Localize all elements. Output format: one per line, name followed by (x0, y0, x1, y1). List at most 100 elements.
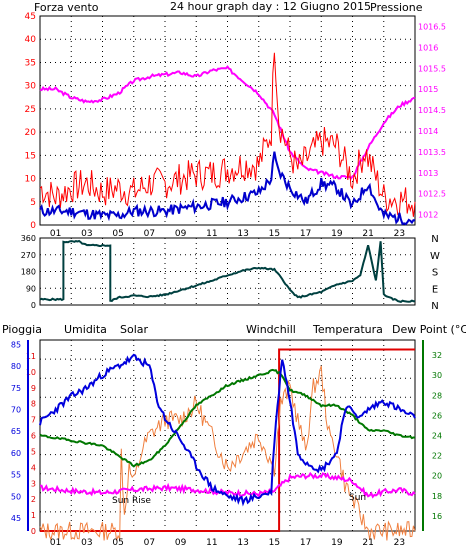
y-right-tick-pressure: 1015.5 (418, 64, 446, 73)
wind-speed-line (39, 151, 416, 226)
y-tick-humidity: 60 (11, 449, 21, 458)
legend-umidita: Umidita (64, 323, 107, 336)
y-tick-temperature: 22 (432, 452, 442, 461)
y-tick-temperature: 32 (432, 351, 442, 360)
y-left-tick-wind: 20 (25, 128, 37, 138)
y-tick-humidity: 80 (11, 362, 21, 371)
y-tick-rain: 2 (31, 495, 36, 504)
y-right-tick-pressure: 1012.5 (418, 190, 446, 199)
y-left-tick-wind: 15 (25, 151, 36, 161)
y-tick-temperature: 16 (432, 512, 442, 521)
x-tick-label: 05 (112, 538, 123, 548)
dewpoint-line (40, 471, 416, 499)
y-tick-direction: 90 (26, 284, 36, 293)
y-tick-direction: 180 (21, 268, 36, 277)
y-right-tick-pressure: 1016.5 (418, 22, 446, 31)
x-tick-label: 07 (144, 538, 155, 548)
y-tick-temperature: 18 (432, 492, 442, 501)
x-tick-label: 15 (269, 229, 280, 239)
x-tick-label: 11 (206, 229, 217, 239)
y-right-tick-pressure: 1013.5 (418, 148, 446, 157)
y-tick-compass: N (431, 301, 438, 312)
y-right-tick-pressure: 1015 (418, 85, 438, 94)
title-pressure: Pressione (370, 1, 423, 14)
y-tick-rain: 5 (31, 447, 36, 456)
y-tick-humidity: 70 (11, 405, 21, 414)
x-tick-label: 19 (331, 538, 343, 548)
legend-pioggia: Pioggia (2, 323, 42, 336)
y-tick-temperature: 20 (432, 472, 442, 481)
y-tick-temperature: 30 (432, 371, 442, 380)
data-series (39, 52, 416, 542)
legend-windchill: Windchill (246, 323, 296, 336)
x-tick-label: 05 (112, 229, 123, 239)
y-tick-humidity: 55 (11, 471, 21, 480)
y-left-tick-wind: 45 (25, 12, 36, 22)
y-tick-rain: 0 (31, 527, 36, 536)
x-tick-label: 11 (206, 538, 217, 548)
y-tick-humidity: 75 (11, 384, 21, 393)
y-right-tick-pressure: 1014 (418, 127, 438, 136)
wind-direction-line (39, 239, 416, 303)
y-tick-rain: 9 (31, 384, 36, 393)
y-tick-humidity: 65 (11, 427, 21, 436)
y-tick-humidity: 85 (11, 340, 21, 349)
x-tick-label: 17 (300, 538, 311, 548)
y-tick-rain: 3 (31, 479, 36, 488)
x-tick-label: 13 (237, 538, 248, 548)
x-tick-label: 09 (175, 229, 187, 239)
legend-solar: Solar (120, 323, 149, 336)
x-tick-label: 21 (362, 538, 373, 548)
rain-line (40, 348, 415, 532)
y-tick-direction: 360 (21, 234, 36, 243)
x-tick-label: 13 (237, 229, 248, 239)
title-wind: Forza vento (34, 1, 99, 14)
y-left-tick-wind: 0 (30, 221, 36, 231)
temperature-line (39, 368, 415, 468)
x-tick-label: 19 (331, 229, 343, 239)
y-right-tick-pressure: 1012 (418, 211, 438, 220)
y-tick-humidity: 45 (11, 514, 21, 523)
title-main: 24 hour graph day : 12 Giugno 2015 (170, 0, 371, 13)
grid-lines (40, 16, 415, 531)
y-tick-rain: 10 (26, 368, 36, 377)
panel-frame (39, 15, 416, 226)
pressure-line (39, 65, 416, 181)
x-tick-label: 01 (50, 538, 61, 548)
y-right-tick-pressure: 1014.5 (418, 106, 446, 115)
humidity-line (39, 353, 416, 507)
x-tick-label: 15 (269, 538, 280, 548)
y-tick-temperature: 24 (432, 432, 442, 441)
x-tick-label: 03 (81, 538, 92, 548)
y-tick-compass: N (431, 234, 438, 245)
y-left-tick-wind: 40 (25, 35, 37, 45)
x-tick-label: 07 (144, 229, 155, 239)
legend-temperatura: Temperatura (312, 323, 383, 336)
y-tick-direction: 270 (21, 251, 36, 260)
y-left-tick-wind: 25 (25, 105, 36, 115)
y-right-tick-pressure: 1016 (418, 43, 438, 52)
x-tick-label: 03 (81, 229, 92, 239)
y-tick-rain: 8 (31, 400, 36, 409)
sunset-label: Sun (349, 493, 366, 503)
x-tick-label: 17 (300, 229, 311, 239)
y-tick-rain: 7 (31, 416, 36, 425)
y-right-tick-pressure: 1013 (418, 169, 438, 178)
sunrise-label: Sun Rise (112, 496, 151, 506)
x-tick-label: 09 (175, 538, 187, 548)
y-tick-rain: 6 (31, 432, 36, 441)
x-tick-label: 23 (394, 229, 405, 239)
legend-dewpoint: Dew Point (°C) (392, 323, 466, 336)
solar-line (39, 365, 416, 542)
y-tick-compass: W (430, 251, 440, 262)
x-tick-label: 21 (362, 229, 373, 239)
y-tick-rain: 11 (26, 352, 36, 361)
y-tick-direction: 0 (31, 301, 36, 310)
y-left-tick-wind: 5 (30, 198, 36, 208)
y-tick-temperature: 28 (432, 391, 442, 400)
y-left-tick-wind: 10 (25, 175, 37, 185)
y-tick-compass: S (432, 268, 438, 279)
x-tick-label: 01 (50, 229, 61, 239)
